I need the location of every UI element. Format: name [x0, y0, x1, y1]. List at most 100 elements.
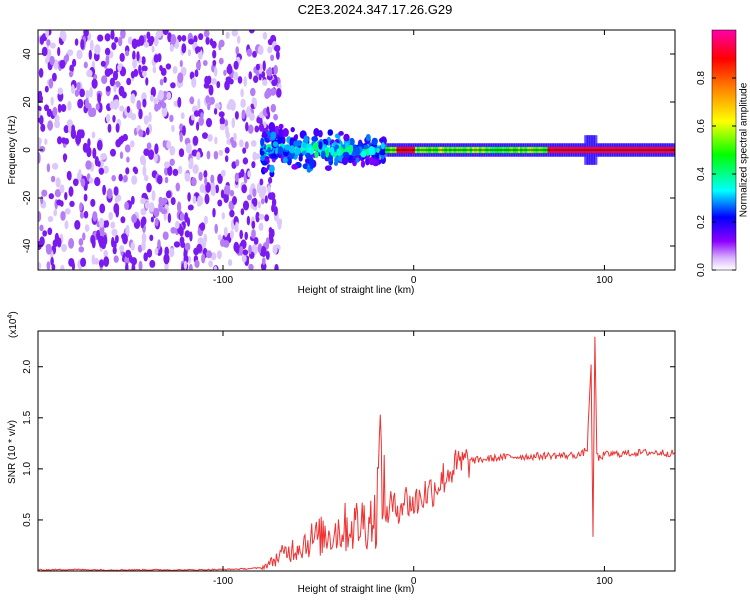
heatmap-cell	[219, 116, 225, 126]
heatmap-cell	[120, 30, 126, 39]
heatmap-cell	[360, 160, 366, 168]
colorbar-tick-label: 0.8	[696, 71, 707, 85]
heatmap-cell	[223, 69, 227, 76]
heatmap-cell	[53, 209, 58, 217]
heatmap-cell	[192, 135, 199, 146]
heatmap-cell	[39, 146, 46, 153]
heatmap-cell	[173, 241, 181, 248]
heatmap-cell	[256, 184, 262, 194]
heatmap-cell	[72, 178, 79, 187]
heatmap-cell	[235, 159, 240, 167]
heatmap-cell	[255, 63, 260, 71]
heatmap-cell	[203, 233, 208, 244]
heatmap-xtick-label: -100	[213, 275, 233, 286]
heatmap-cell	[284, 144, 291, 151]
heatmap-cell	[59, 59, 66, 69]
heatmap-cell	[196, 151, 201, 161]
heatmap-cell	[213, 150, 219, 160]
snr-multiplier-base: (x10	[8, 318, 19, 338]
heatmap-cell	[252, 197, 258, 207]
heatmap-cell	[162, 140, 167, 148]
heatmap-cell	[59, 184, 65, 194]
heatmap-cell	[241, 184, 247, 194]
heatmap-cell	[46, 163, 51, 173]
heatmap-cell	[42, 230, 48, 237]
heatmap-cell	[245, 121, 249, 132]
heatmap-cell	[119, 135, 125, 143]
heatmap-cell	[162, 231, 169, 240]
heatmap-cell	[258, 123, 264, 132]
heatmap-cell	[312, 142, 320, 151]
heatmap-cell	[282, 156, 288, 164]
heatmap-cell	[54, 189, 62, 198]
heatmap-cell	[159, 78, 164, 86]
heatmap-cell	[74, 220, 81, 230]
heatmap-cell	[208, 260, 214, 268]
heatmap-cell	[78, 246, 85, 253]
heatmap-cell	[52, 239, 58, 248]
heatmap-cell	[98, 167, 105, 175]
heatmap-cell	[330, 146, 335, 156]
heatmap-cell	[146, 182, 152, 193]
snr-xtick-label: 0	[411, 576, 417, 587]
heatmap-cell	[202, 132, 208, 140]
heatmap-panel: -100 0 100 -40 -20 0 20 40 Height of straight …	[7, 29, 676, 296]
heatmap-cell	[94, 44, 101, 55]
heatmap-cell	[294, 134, 299, 140]
heatmap-cell	[39, 35, 45, 45]
snr-series-line	[38, 336, 675, 571]
heatmap-cell	[218, 57, 224, 65]
heatmap-cell	[235, 221, 239, 232]
heatmap-cell	[54, 119, 60, 129]
heatmap-cell	[143, 252, 148, 262]
heatmap-cell	[119, 105, 125, 112]
heatmap-cell	[343, 133, 350, 142]
heatmap-cell	[38, 137, 42, 145]
heatmap-cell	[94, 176, 101, 187]
heatmap-cell	[270, 54, 275, 61]
heatmap-cell	[251, 229, 256, 239]
heatmap-cell	[216, 250, 222, 260]
heatmap-cell	[255, 211, 260, 223]
heatmap-cell	[214, 136, 218, 145]
heatmap-cell	[211, 40, 217, 49]
heatmap-cell	[218, 111, 225, 118]
heatmap-cell	[115, 123, 120, 133]
heatmap-cell	[267, 185, 271, 195]
heatmap-cell	[191, 114, 195, 121]
heatmap-cell	[160, 208, 168, 215]
heatmap-cell	[227, 63, 232, 72]
heatmap-cell	[163, 76, 167, 83]
heatmap-cell	[206, 150, 211, 160]
heatmap-cell	[217, 173, 223, 184]
heatmap-cell	[142, 70, 147, 78]
heatmap-cell	[88, 109, 95, 118]
heatmap-cell	[50, 175, 56, 183]
heatmap-cell	[57, 87, 64, 95]
heatmap-cell	[160, 67, 167, 76]
heatmap-cell	[206, 117, 212, 128]
heatmap-cell	[246, 215, 251, 226]
heatmap-cell	[248, 30, 255, 34]
heatmap-cell	[105, 85, 111, 92]
heatmap-cell	[234, 111, 239, 120]
heatmap-cell	[282, 128, 289, 137]
heatmap-cell	[203, 30, 210, 38]
heatmap-cell	[150, 86, 156, 98]
heatmap-cell	[38, 262, 42, 270]
heatmap-cell	[103, 165, 109, 174]
heatmap-cell	[213, 108, 218, 115]
heatmap-cell	[188, 38, 195, 45]
heatmap-cell	[67, 49, 74, 56]
colorbar-gradient	[711, 29, 737, 271]
heatmap-cell	[231, 161, 237, 169]
heatmap-cell	[71, 84, 75, 94]
heatmap-cell	[212, 49, 217, 59]
heatmap-cell	[246, 48, 253, 57]
heatmap-cell	[38, 110, 41, 118]
heatmap-cell	[305, 158, 310, 164]
heatmap-cell	[56, 199, 62, 206]
heatmap-cell	[41, 46, 48, 57]
heatmap-cell	[144, 201, 150, 209]
heatmap-cell	[215, 184, 220, 194]
